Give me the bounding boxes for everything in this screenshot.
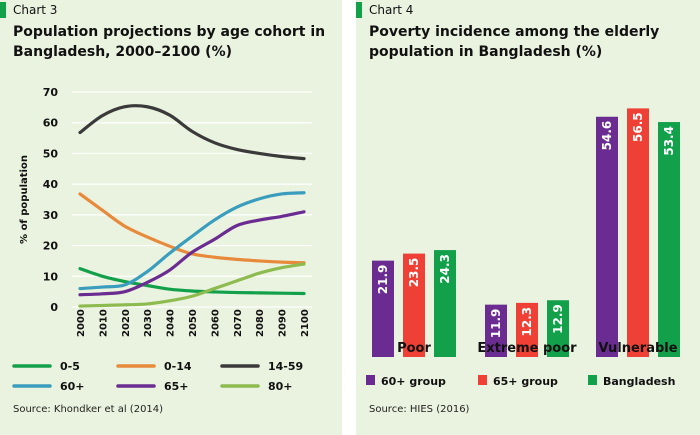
y-tick-label: 0 (50, 301, 58, 314)
series-line-60+ (78, 191, 306, 291)
x-tick-label: 2010 (98, 309, 109, 337)
legend-label: 65+ group (493, 375, 558, 388)
y-tick-label: 30 (43, 209, 59, 222)
x-tick-label: 2060 (210, 309, 221, 337)
chart-source: Source: HIES (2016) (369, 404, 470, 415)
series-line-0-5 (78, 267, 306, 296)
bar (658, 122, 680, 357)
bar (485, 304, 507, 357)
x-tick-label: 2050 (188, 309, 199, 337)
data-label: 56.5 (631, 112, 645, 142)
y-tick-label: 50 (43, 147, 59, 160)
legend-swatch (588, 375, 597, 385)
series-line-14-59 (78, 104, 306, 161)
bar (547, 300, 569, 357)
legend-swatch (478, 375, 487, 385)
data-label: 53.4 (662, 126, 676, 156)
legend-label: 80+ (268, 380, 293, 393)
series-line-80+ (78, 262, 306, 308)
x-tick-label: 2000 (76, 309, 87, 337)
data-label: 54.6 (600, 121, 614, 151)
legend-label: 60+ (60, 380, 85, 393)
data-label: 12.3 (520, 307, 534, 337)
category-label: Poor (397, 341, 431, 356)
bar (516, 302, 538, 357)
data-label: 21.9 (376, 265, 390, 295)
data-label: 24.3 (438, 254, 452, 284)
chart-tag-marker (0, 2, 6, 18)
legend-label: 65+ (164, 380, 189, 393)
data-label: 23.5 (407, 258, 421, 288)
chart-number-label: Chart 4 (369, 3, 414, 17)
category-label: Extreme poor (477, 341, 577, 356)
chart-4-panel: Chart 4 Poverty incidence among the elde… (356, 0, 700, 435)
legend-label: 0-14 (164, 360, 192, 373)
x-tick-label: 2070 (233, 309, 244, 337)
legend-label: 0-5 (60, 360, 80, 373)
x-tick-label: 2030 (143, 309, 154, 337)
x-tick-label: 2020 (121, 309, 132, 337)
y-tick-label: 40 (43, 178, 59, 191)
chart-title: Poverty incidence among the elderly popu… (369, 24, 660, 60)
y-tick-label: 10 (43, 270, 59, 283)
bar (403, 253, 425, 357)
chart-source: Source: Khondker et al (2014) (13, 404, 164, 415)
y-tick-label: 60 (43, 117, 59, 130)
y-tick-label: 20 (43, 240, 59, 253)
bar (372, 260, 394, 357)
bar-chart: 21.9 23.5 24.3 Poor 11.9 12.3 12.9 Extreme poor… (366, 108, 680, 388)
x-tick-label: 2100 (300, 309, 311, 337)
legend-label: 14-59 (268, 360, 303, 373)
legend-label: 60+ group (381, 375, 446, 388)
bar (627, 108, 649, 358)
data-label: 12.9 (551, 304, 565, 334)
x-tick-label: 2040 (166, 309, 177, 337)
data-label: 11.9 (489, 309, 503, 339)
series-line-65+ (78, 210, 306, 297)
bar (434, 250, 456, 357)
chart-number-label: Chart 3 (13, 3, 58, 17)
bar (596, 116, 618, 357)
y-axis-label: % of population (19, 155, 30, 244)
x-tick-label: 2080 (255, 309, 266, 337)
chart-title: Population projections by age cohort in … (13, 24, 326, 60)
legend-swatch (366, 375, 375, 385)
chart-3-panel: Chart 3 Population projections by age co… (0, 0, 342, 435)
category-label: Vulnerable (598, 341, 677, 356)
chart-tag-marker (356, 2, 362, 18)
y-tick-label: 70 (43, 86, 59, 99)
legend-label: Bangladesh (603, 375, 675, 388)
x-tick-label: 2090 (278, 309, 289, 337)
